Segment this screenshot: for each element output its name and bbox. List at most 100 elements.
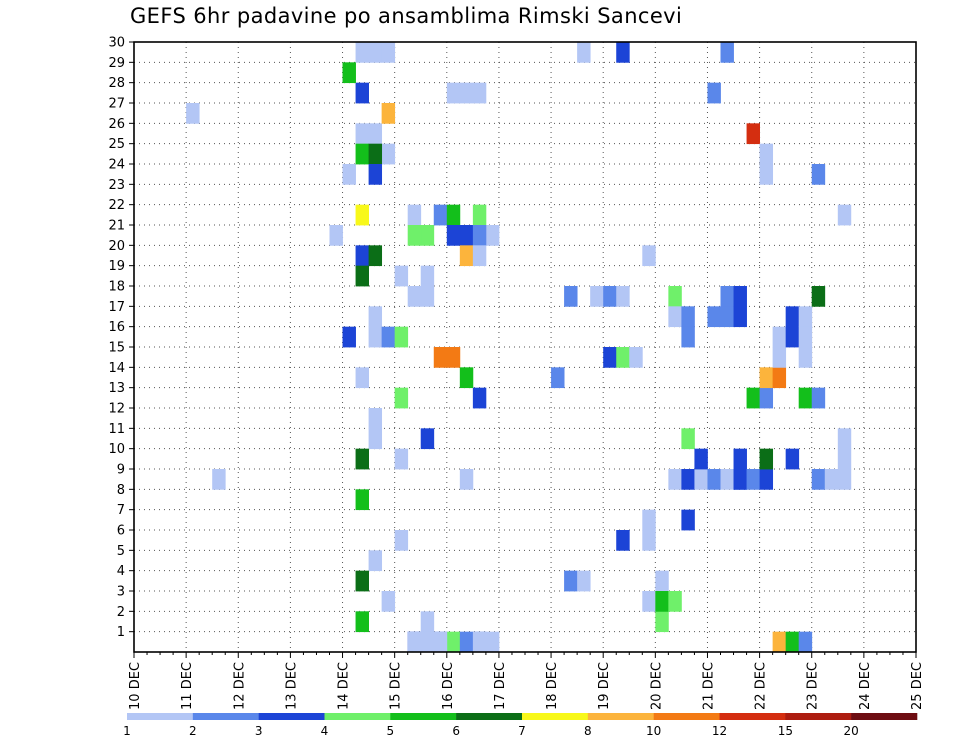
- heatmap-cell: [772, 347, 787, 368]
- x-tick-label: 10 DEC: [128, 662, 143, 710]
- heatmap-cell: [186, 103, 200, 124]
- heatmap-cell: [759, 448, 774, 470]
- x-tick-label: 23 DEC: [806, 662, 821, 710]
- heatmap-cell: [368, 326, 383, 348]
- heatmap-cell: [668, 306, 682, 328]
- y-tick-label: 12: [108, 402, 125, 417]
- colorbar-label: 10: [646, 724, 661, 738]
- colorbar-swatch: [653, 713, 720, 720]
- heatmap-cell: [707, 306, 721, 328]
- heatmap-cell: [459, 82, 474, 104]
- heatmap-cell: [746, 123, 760, 145]
- heatmap-cell: [655, 570, 669, 592]
- heatmap-cell: [811, 387, 826, 409]
- heatmap-cell: [642, 530, 656, 551]
- y-tick-label: 5: [117, 544, 125, 559]
- y-tick-label: 25: [108, 137, 125, 152]
- y-tick-label: 3: [117, 585, 125, 600]
- heatmap-cell: [420, 631, 435, 653]
- y-tick-label: 7: [117, 503, 125, 518]
- heatmap-cell: [446, 347, 461, 368]
- y-tick-label: 13: [108, 381, 125, 396]
- heatmap-cell: [381, 591, 396, 612]
- heatmap-cell: [642, 591, 656, 612]
- heatmap-cell: [420, 428, 435, 450]
- colorbar-swatch: [258, 713, 325, 720]
- y-tick-label: 27: [108, 97, 125, 112]
- y-tick-label: 20: [108, 239, 125, 254]
- heatmap-cell: [655, 611, 669, 633]
- heatmap-cell: [433, 347, 448, 368]
- heatmap-cell: [668, 469, 682, 490]
- heatmap-cell: [355, 265, 369, 287]
- heatmap-cell: [759, 143, 774, 165]
- y-tick-label: 10: [108, 442, 125, 457]
- heatmap-cell: [681, 509, 695, 531]
- heatmap-cell: [811, 286, 826, 307]
- colorbar-label: 3: [255, 724, 263, 738]
- heatmap-cell: [381, 143, 396, 165]
- heatmap-cell: [681, 469, 695, 490]
- x-tick-label: 21 DEC: [701, 662, 716, 710]
- heatmap-cell: [772, 631, 787, 653]
- x-tick-label: 14 DEC: [337, 662, 352, 710]
- heatmap-cell: [785, 631, 800, 653]
- heatmap-cell: [329, 225, 343, 246]
- heatmap-cell: [642, 509, 656, 531]
- heatmap-cell: [355, 448, 369, 470]
- heatmap-cell: [551, 367, 565, 389]
- heatmap-cell: [472, 82, 487, 104]
- heatmap-cell: [655, 591, 669, 612]
- y-axis: 1234567891011121314151617181920212223242…: [108, 36, 134, 640]
- heatmap-cell: [603, 286, 617, 307]
- colorbar-swatch: [785, 713, 852, 720]
- y-tick-label: 22: [108, 198, 125, 213]
- heatmap-cell: [798, 326, 813, 348]
- heatmap-cell: [420, 225, 435, 246]
- heatmap-cell: [668, 591, 682, 612]
- heatmap-cell: [355, 42, 369, 63]
- y-tick-label: 23: [108, 178, 125, 193]
- heatmap-cell: [212, 469, 226, 490]
- heatmap-cell: [446, 82, 461, 104]
- colorbar-label: 7: [518, 724, 526, 738]
- heatmap-cell: [394, 265, 409, 287]
- colorbar-label: 4: [321, 724, 329, 738]
- heatmap-cell: [707, 469, 721, 490]
- heatmap-cell: [616, 530, 630, 551]
- heatmap-cell: [407, 225, 422, 246]
- heatmap-cell: [811, 469, 826, 490]
- y-tick-label: 1: [117, 625, 125, 640]
- heatmap-cell: [394, 387, 409, 409]
- y-tick-label: 14: [108, 361, 125, 376]
- y-tick-label: 9: [117, 463, 125, 478]
- heatmap-cell: [798, 387, 813, 409]
- heatmap-cell: [394, 326, 409, 348]
- y-tick-label: 16: [108, 320, 125, 335]
- colorbar-swatch: [127, 713, 194, 720]
- heatmap-cell: [420, 611, 435, 633]
- x-tick-label: 15 DEC: [389, 662, 404, 710]
- heatmap-cell: [355, 245, 369, 267]
- heatmap-cell: [446, 631, 461, 653]
- colorbar-label: 15: [778, 724, 793, 738]
- heatmap-cell: [759, 469, 774, 490]
- heatmap-cell: [446, 225, 461, 246]
- heatmap-cell: [446, 204, 461, 226]
- heatmap-cell: [459, 367, 474, 389]
- heatmap-cell: [590, 286, 604, 307]
- y-tick-label: 15: [108, 341, 125, 356]
- y-tick-label: 6: [117, 524, 125, 539]
- heatmap-cell: [485, 225, 500, 246]
- heatmap-cell: [720, 286, 734, 307]
- heatmap-cell: [616, 347, 630, 368]
- heatmap-cell: [368, 143, 383, 165]
- heatmap-cell: [459, 245, 474, 267]
- heatmap-cell: [368, 164, 383, 185]
- heatmap-cell: [629, 347, 643, 368]
- heatmap-cell: [472, 387, 487, 409]
- heatmap-cell: [564, 570, 578, 592]
- colorbar-label: 1: [123, 724, 131, 738]
- heatmap-cell: [707, 82, 721, 104]
- heatmap-cell: [472, 225, 487, 246]
